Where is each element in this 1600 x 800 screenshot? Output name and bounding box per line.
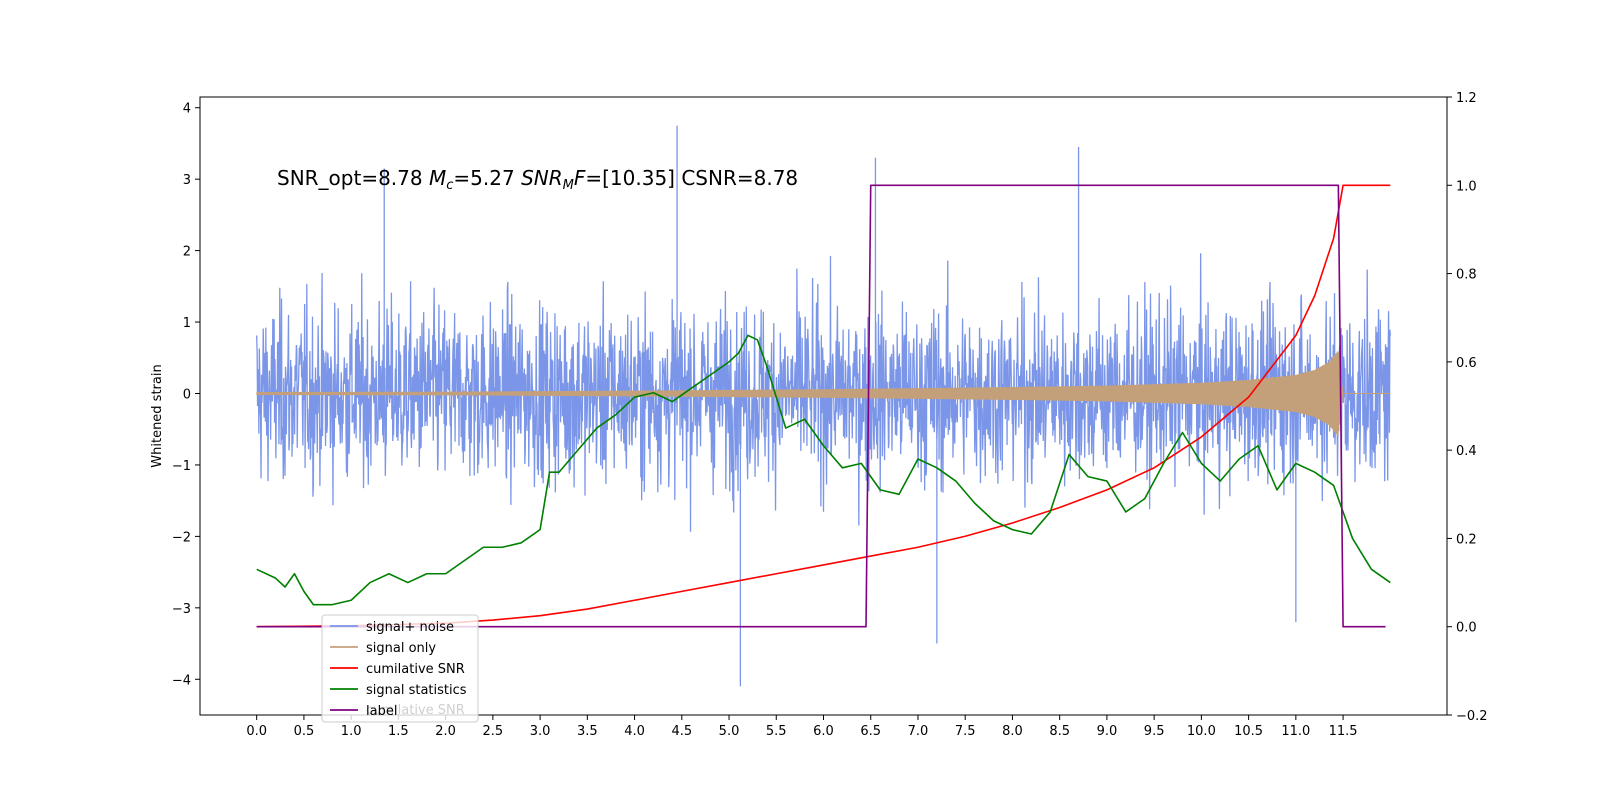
x-tick-label: 6.0 xyxy=(813,724,834,739)
annotation-part: =5.27 xyxy=(453,166,521,190)
x-tick-label: 3.5 xyxy=(577,724,598,739)
y-tick-label: 3 xyxy=(183,173,191,188)
y2-tick-label: 1.0 xyxy=(1456,179,1477,194)
x-tick-label: 4.0 xyxy=(624,724,645,739)
x-tick-label: 6.5 xyxy=(860,724,881,739)
annotation-part: M xyxy=(429,166,446,190)
x-tick-label: 7.0 xyxy=(908,724,929,739)
x-tick-label: 2.5 xyxy=(483,724,504,739)
x-tick-label: 10.0 xyxy=(1187,724,1216,739)
x-axis: 0.0 0.5 1.0 1.5 2.0 2.5 3.0 3.5 4.0 4.5 5.0 5.5 6.0 6… xyxy=(246,715,1358,739)
series-label xyxy=(256,184,1386,628)
legend-label: signal+ noise xyxy=(366,620,454,635)
series-signal-noise xyxy=(256,125,1391,687)
annotation-part: c xyxy=(446,178,453,193)
y-tick-label: 1 xyxy=(183,316,191,331)
y-axis-left: 4 3 2 1 0 −1 −2 −3 −4 xyxy=(172,102,200,688)
x-tick-label: 7.5 xyxy=(955,724,976,739)
snr-annotation: SNR_opt=8.78 Mc=5.27 SNRMF=[10.35] CSNR=… xyxy=(277,166,798,193)
x-tick-label: 5.5 xyxy=(766,724,787,739)
annotation-part: =[10.35] CSNR=8.78 xyxy=(585,166,798,190)
y2-tick-label: 0.8 xyxy=(1456,268,1477,283)
legend-label: signal only xyxy=(366,641,436,656)
y2-tick-label: 1.2 xyxy=(1456,91,1477,106)
x-tick-label: 9.0 xyxy=(1097,724,1118,739)
y2-tick-label: 0.4 xyxy=(1456,444,1477,459)
series-line xyxy=(256,334,1391,606)
y-axis-label: Whitened strain xyxy=(150,364,165,467)
y-tick-label: 2 xyxy=(183,245,191,260)
series-layer xyxy=(256,125,1391,687)
x-tick-label: 0.5 xyxy=(294,724,315,739)
y-axis-right: 1.2 1.0 0.8 0.6 0.4 0.2 0.0 −0.2 xyxy=(1447,91,1488,724)
y-tick-label: −4 xyxy=(172,673,191,688)
chirp-trace xyxy=(256,351,1391,437)
annotation-part: SNR_opt=8.78 xyxy=(277,166,429,190)
series-line xyxy=(256,184,1391,628)
x-tick-label: 3.0 xyxy=(530,724,551,739)
legend-ghost-text: cumilative SNR xyxy=(366,703,465,718)
legend-label: cumilative SNR xyxy=(366,662,465,677)
legend-label: signal statistics xyxy=(366,683,467,698)
legend-label: label xyxy=(366,704,397,719)
annotation-part: F xyxy=(574,166,586,190)
x-tick-label: 1.0 xyxy=(341,724,362,739)
x-tick-label: 9.5 xyxy=(1144,724,1165,739)
x-tick-label: 1.5 xyxy=(388,724,409,739)
legend-box xyxy=(321,614,479,723)
series-signal-statistics xyxy=(256,334,1391,606)
annotation-part: SNR xyxy=(521,166,563,190)
x-tick-label: 11.5 xyxy=(1329,724,1358,739)
x-tick-label: 11.0 xyxy=(1281,724,1310,739)
legend: cumilative SNR signal+ noise signal only cu… xyxy=(321,614,479,723)
y-tick-label: −3 xyxy=(172,602,191,617)
y2-tick-label: 0.6 xyxy=(1456,356,1477,371)
y2-tick-label: −0.2 xyxy=(1456,709,1488,724)
y-tick-label: 0 xyxy=(183,387,191,402)
annotation-part: M xyxy=(563,178,574,193)
y2-tick-label: 0.2 xyxy=(1456,532,1477,547)
series-signal-only xyxy=(256,351,1391,437)
series-line xyxy=(256,184,1386,628)
x-tick-label: 5.0 xyxy=(719,724,740,739)
x-tick-label: 2.0 xyxy=(435,724,456,739)
y-tick-label: 4 xyxy=(183,102,191,117)
series-cumilative-snr xyxy=(256,184,1391,628)
x-tick-label: 4.5 xyxy=(671,724,692,739)
x-tick-label: 0.0 xyxy=(246,724,267,739)
x-tick-label: 10.5 xyxy=(1234,724,1263,739)
x-tick-label: 8.0 xyxy=(1002,724,1023,739)
x-tick-label: 8.5 xyxy=(1049,724,1070,739)
y-tick-label: −2 xyxy=(172,530,191,545)
y2-tick-label: 0.0 xyxy=(1456,621,1477,636)
y-tick-label: −1 xyxy=(172,459,191,474)
